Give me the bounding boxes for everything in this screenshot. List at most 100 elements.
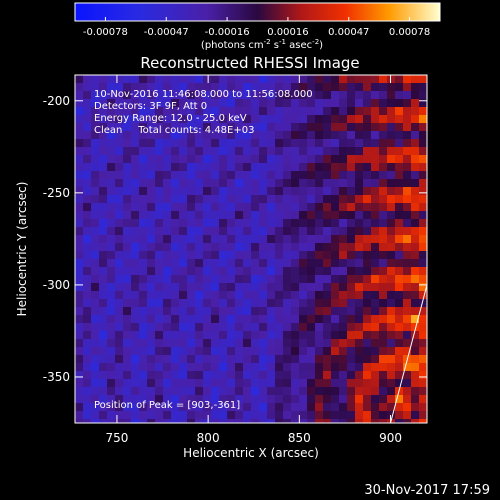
- heatmap-cell: [107, 139, 115, 147]
- heatmap-cell: [227, 99, 235, 107]
- heatmap-cell: [339, 235, 347, 243]
- heatmap-cell: [339, 363, 347, 371]
- heatmap-cell: [259, 307, 267, 315]
- heatmap-cell: [171, 107, 179, 115]
- heatmap-cell: [387, 187, 395, 195]
- heatmap-cell: [211, 387, 219, 395]
- heatmap-cell: [171, 187, 179, 195]
- heatmap-cell: [355, 163, 363, 171]
- heatmap-cell: [267, 395, 275, 403]
- heatmap-cell: [131, 131, 139, 139]
- heatmap-cell: [259, 291, 267, 299]
- heatmap-cell: [235, 323, 243, 331]
- heatmap-cell: [147, 299, 155, 307]
- heatmap-cell: [251, 211, 259, 219]
- heatmap-cell: [387, 147, 395, 155]
- heatmap-cell: [291, 371, 299, 379]
- heatmap-cell: [355, 355, 363, 363]
- heatmap-cell: [283, 155, 291, 163]
- heatmap-cell: [275, 139, 283, 147]
- heatmap-cell: [363, 299, 371, 307]
- heatmap-cell: [155, 155, 163, 163]
- heatmap-cell: [283, 283, 291, 291]
- heatmap-cell: [243, 147, 251, 155]
- colorbar-tick-label: -0.00078: [83, 27, 128, 38]
- heatmap-cell: [331, 187, 339, 195]
- heatmap-cell: [275, 251, 283, 259]
- heatmap-cell: [283, 107, 291, 115]
- heatmap-cell: [83, 259, 91, 267]
- heatmap-cell: [115, 155, 123, 163]
- heatmap-cell: [131, 355, 139, 363]
- heatmap-cell: [235, 195, 243, 203]
- heatmap-cell: [203, 259, 211, 267]
- heatmap-cell: [363, 163, 371, 171]
- heatmap-cell: [315, 243, 323, 251]
- heatmap-cell: [371, 163, 379, 171]
- heatmap-cell: [331, 107, 339, 115]
- heatmap-cell: [195, 179, 203, 187]
- heatmap-cell: [171, 251, 179, 259]
- heatmap-cell: [395, 259, 403, 267]
- heatmap-cell: [315, 403, 323, 411]
- heatmap-cell: [219, 275, 227, 283]
- heatmap-cell: [99, 363, 107, 371]
- heatmap-cell: [155, 283, 163, 291]
- heatmap-cell: [83, 419, 91, 423]
- heatmap-cell: [115, 299, 123, 307]
- heatmap-cell: [283, 371, 291, 379]
- heatmap-cell: [123, 115, 131, 123]
- heatmap-cell: [379, 267, 387, 275]
- heatmap-cell: [267, 291, 275, 299]
- heatmap-cell: [219, 235, 227, 243]
- heatmap-cell: [299, 323, 307, 331]
- heatmap-cell: [187, 291, 195, 299]
- heatmap-cell: [235, 307, 243, 315]
- heatmap-cell: [275, 163, 283, 171]
- heatmap-cell: [291, 283, 299, 291]
- heatmap-cell: [211, 171, 219, 179]
- heatmap-cell: [163, 395, 171, 403]
- heatmap-cell: [259, 363, 267, 371]
- heatmap-cell: [147, 147, 155, 155]
- heatmap-cell: [411, 275, 419, 283]
- heatmap-cell: [411, 363, 419, 371]
- heatmap-cell: [155, 307, 163, 315]
- heatmap-cell: [323, 307, 331, 315]
- heatmap-cell: [283, 219, 291, 227]
- heatmap-cell: [275, 347, 283, 355]
- heatmap-cell: [187, 339, 195, 347]
- heatmap-cell: [91, 395, 99, 403]
- heatmap-cell: [307, 131, 315, 139]
- heatmap-cell: [147, 387, 155, 395]
- heatmap-cell: [243, 83, 251, 91]
- heatmap-cell: [187, 211, 195, 219]
- heatmap-cell: [235, 403, 243, 411]
- heatmap-cell: [83, 211, 91, 219]
- heatmap-cell: [75, 323, 83, 331]
- heatmap-cell: [195, 251, 203, 259]
- heatmap-cell: [171, 371, 179, 379]
- heatmap-cell: [99, 371, 107, 379]
- heatmap-cell: [227, 235, 235, 243]
- heatmap-cell: [211, 395, 219, 403]
- heatmap-cell: [379, 403, 387, 411]
- heatmap-cell: [251, 99, 259, 107]
- heatmap-cell: [91, 235, 99, 243]
- heatmap-cell: [131, 251, 139, 259]
- heatmap-cell: [115, 411, 123, 419]
- heatmap-cell: [291, 267, 299, 275]
- heatmap-cell: [347, 347, 355, 355]
- heatmap-cell: [275, 315, 283, 323]
- heatmap-cell: [131, 323, 139, 331]
- heatmap-cell: [211, 179, 219, 187]
- heatmap-cell: [331, 355, 339, 363]
- heatmap-cell: [355, 291, 363, 299]
- heatmap-cell: [107, 355, 115, 363]
- heatmap-cell: [75, 107, 83, 115]
- heatmap-cell: [315, 219, 323, 227]
- heatmap-cell: [227, 251, 235, 259]
- heatmap-cell: [163, 227, 171, 235]
- heatmap-cell: [147, 355, 155, 363]
- heatmap-cell: [139, 307, 147, 315]
